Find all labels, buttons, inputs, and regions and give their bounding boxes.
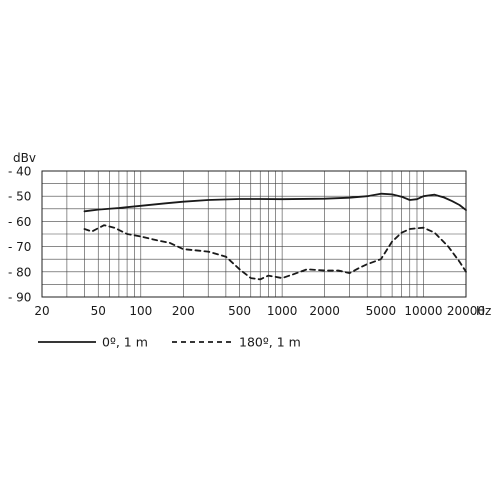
series-line-2 xyxy=(83,224,467,281)
x-axis-ticks: 20 50 100 200 500 1000 2000 5000 10000 20000 xyxy=(34,304,485,318)
x-tick-label: 200 xyxy=(172,304,195,318)
y-axis-ticks: - 40 - 50 - 60 - 70 - 80 - 90 xyxy=(8,165,31,305)
y-tick-label: - 80 xyxy=(8,265,31,279)
series-line-1 xyxy=(83,192,467,213)
x-tick-label: 500 xyxy=(228,304,251,318)
y-tick-label: - 40 xyxy=(8,165,31,179)
x-axis-unit: Hz xyxy=(476,304,491,318)
legend-label-1: 0º, 1 m xyxy=(102,335,148,350)
y-tick-label: - 60 xyxy=(8,215,31,229)
legend: 0º, 1 m 180º, 1 m xyxy=(38,335,301,350)
y-tick-label: - 50 xyxy=(8,190,31,204)
x-tick-label: 1000 xyxy=(267,304,298,318)
x-tick-label: 20 xyxy=(34,304,49,318)
x-tick-label: 20000 xyxy=(447,304,485,318)
x-tick-label: 50 xyxy=(91,304,106,318)
x-tick-label: 100 xyxy=(129,304,152,318)
x-tick-label: 10000 xyxy=(404,304,442,318)
legend-label-2: 180º, 1 m xyxy=(239,335,301,350)
y-axis-label: dBv xyxy=(13,151,36,165)
x-tick-label: 5000 xyxy=(366,304,397,318)
chart-grid xyxy=(41,170,467,298)
plot-frame xyxy=(41,170,467,298)
y-tick-label: - 70 xyxy=(8,240,31,254)
y-tick-label: - 90 xyxy=(8,291,31,305)
series-lines xyxy=(83,192,467,281)
x-tick-label: 2000 xyxy=(309,304,340,318)
